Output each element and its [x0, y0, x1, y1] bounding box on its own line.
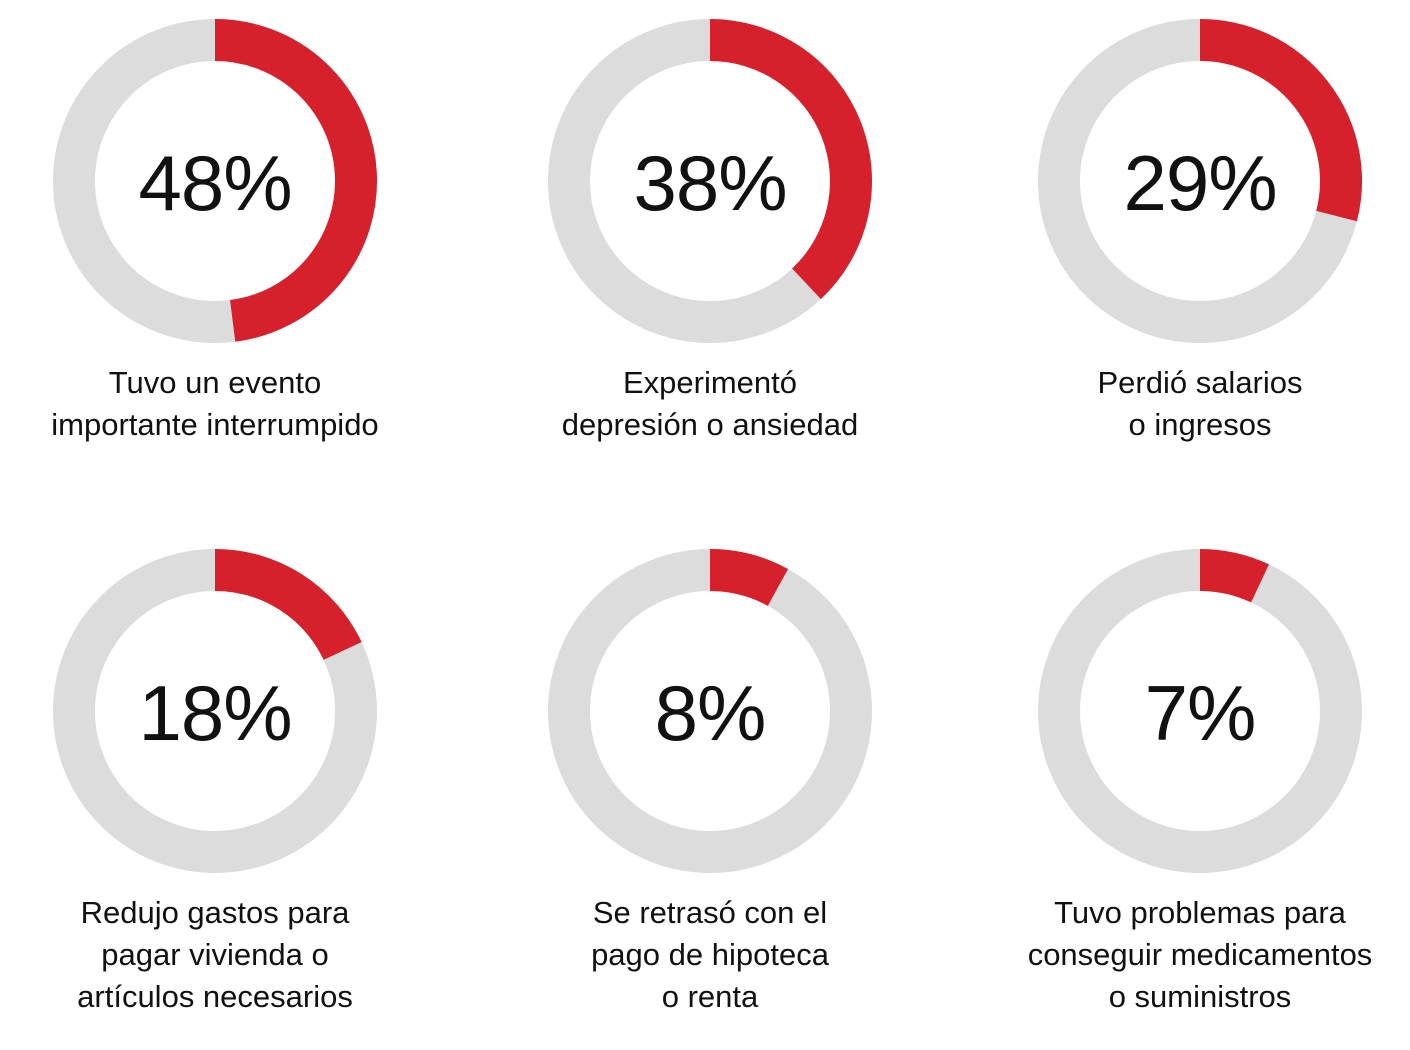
donut-label-line: Tuvo problemas para [1054, 895, 1346, 930]
percentage-value: 8% [654, 669, 767, 757]
donut-chart-5: 8% Se retrasó con el pago de hipoteca o ren… [495, 530, 965, 1050]
donut-label-line: pago de hipoteca [591, 937, 829, 972]
donut-label-line: Perdió salarios [1097, 365, 1303, 400]
donut-label-line: pagar vivienda o [101, 937, 329, 972]
donut-label-line: o suministros [1108, 979, 1292, 1014]
donut-label-line: Se retrasó con el [592, 895, 828, 930]
donut-ring [1038, 19, 1362, 343]
donut-ring [548, 19, 872, 343]
percentage-value: 29% [1123, 139, 1277, 227]
donut-chart-3: 29% Perdió salarios o ingresos [985, 0, 1410, 520]
donut-label: Tuvo problemas para conseguir medicamento… [985, 892, 1410, 1018]
donut-value-arc [1199, 19, 1362, 222]
percentage-value: 48% [138, 139, 292, 227]
donut-chart-4: 18% Redujo gastos para pagar vivienda o art… [0, 530, 470, 1050]
donut-value-arc [214, 19, 377, 342]
donut-label-line: Experimentó [622, 365, 798, 400]
donut-chart-6: 7% Tuvo problemas para conseguir medicamen… [985, 530, 1410, 1050]
donut-value-arc [1199, 549, 1269, 603]
donut-label: Se retrasó con el pago de hipoteca o renta [495, 892, 925, 1018]
donut-chart-2: 38% Experimentó depresión o ansiedad [495, 0, 965, 520]
donut-ring [53, 19, 377, 343]
percentage-value: 38% [633, 139, 787, 227]
donut-chart-1: 48% Tuvo un evento importante interrumpido [0, 0, 470, 520]
donut-label: Experimentó depresión o ansiedad [495, 362, 925, 446]
donut-value-arc [214, 549, 362, 661]
donut-label: Redujo gastos para pagar vivienda o artícu… [0, 892, 430, 1018]
donut-ring [53, 549, 377, 873]
donut-label-line: o renta [661, 979, 759, 1014]
percentage-value: 18% [138, 669, 292, 757]
donut-label-line: artículos necesarios [77, 979, 353, 1014]
donut-label-line: Tuvo un evento [108, 365, 322, 400]
donut-label-line: conseguir medicamentos [1027, 937, 1373, 972]
donut-value-arc [709, 19, 872, 300]
donut-label-line: o ingresos [1128, 407, 1272, 442]
percentage-value: 7% [1144, 669, 1257, 757]
donut-label: Perdió salarios o ingresos [985, 362, 1410, 446]
donut-ring [1038, 549, 1362, 873]
donut-label-line: importante interrumpido [51, 407, 379, 442]
donut-ring [548, 549, 872, 873]
donut-label-line: Redujo gastos para [80, 895, 350, 930]
donut-label-line: depresión o ansiedad [561, 407, 859, 442]
donut-label: Tuvo un evento importante interrumpido [0, 362, 430, 446]
donut-value-arc [709, 549, 789, 607]
